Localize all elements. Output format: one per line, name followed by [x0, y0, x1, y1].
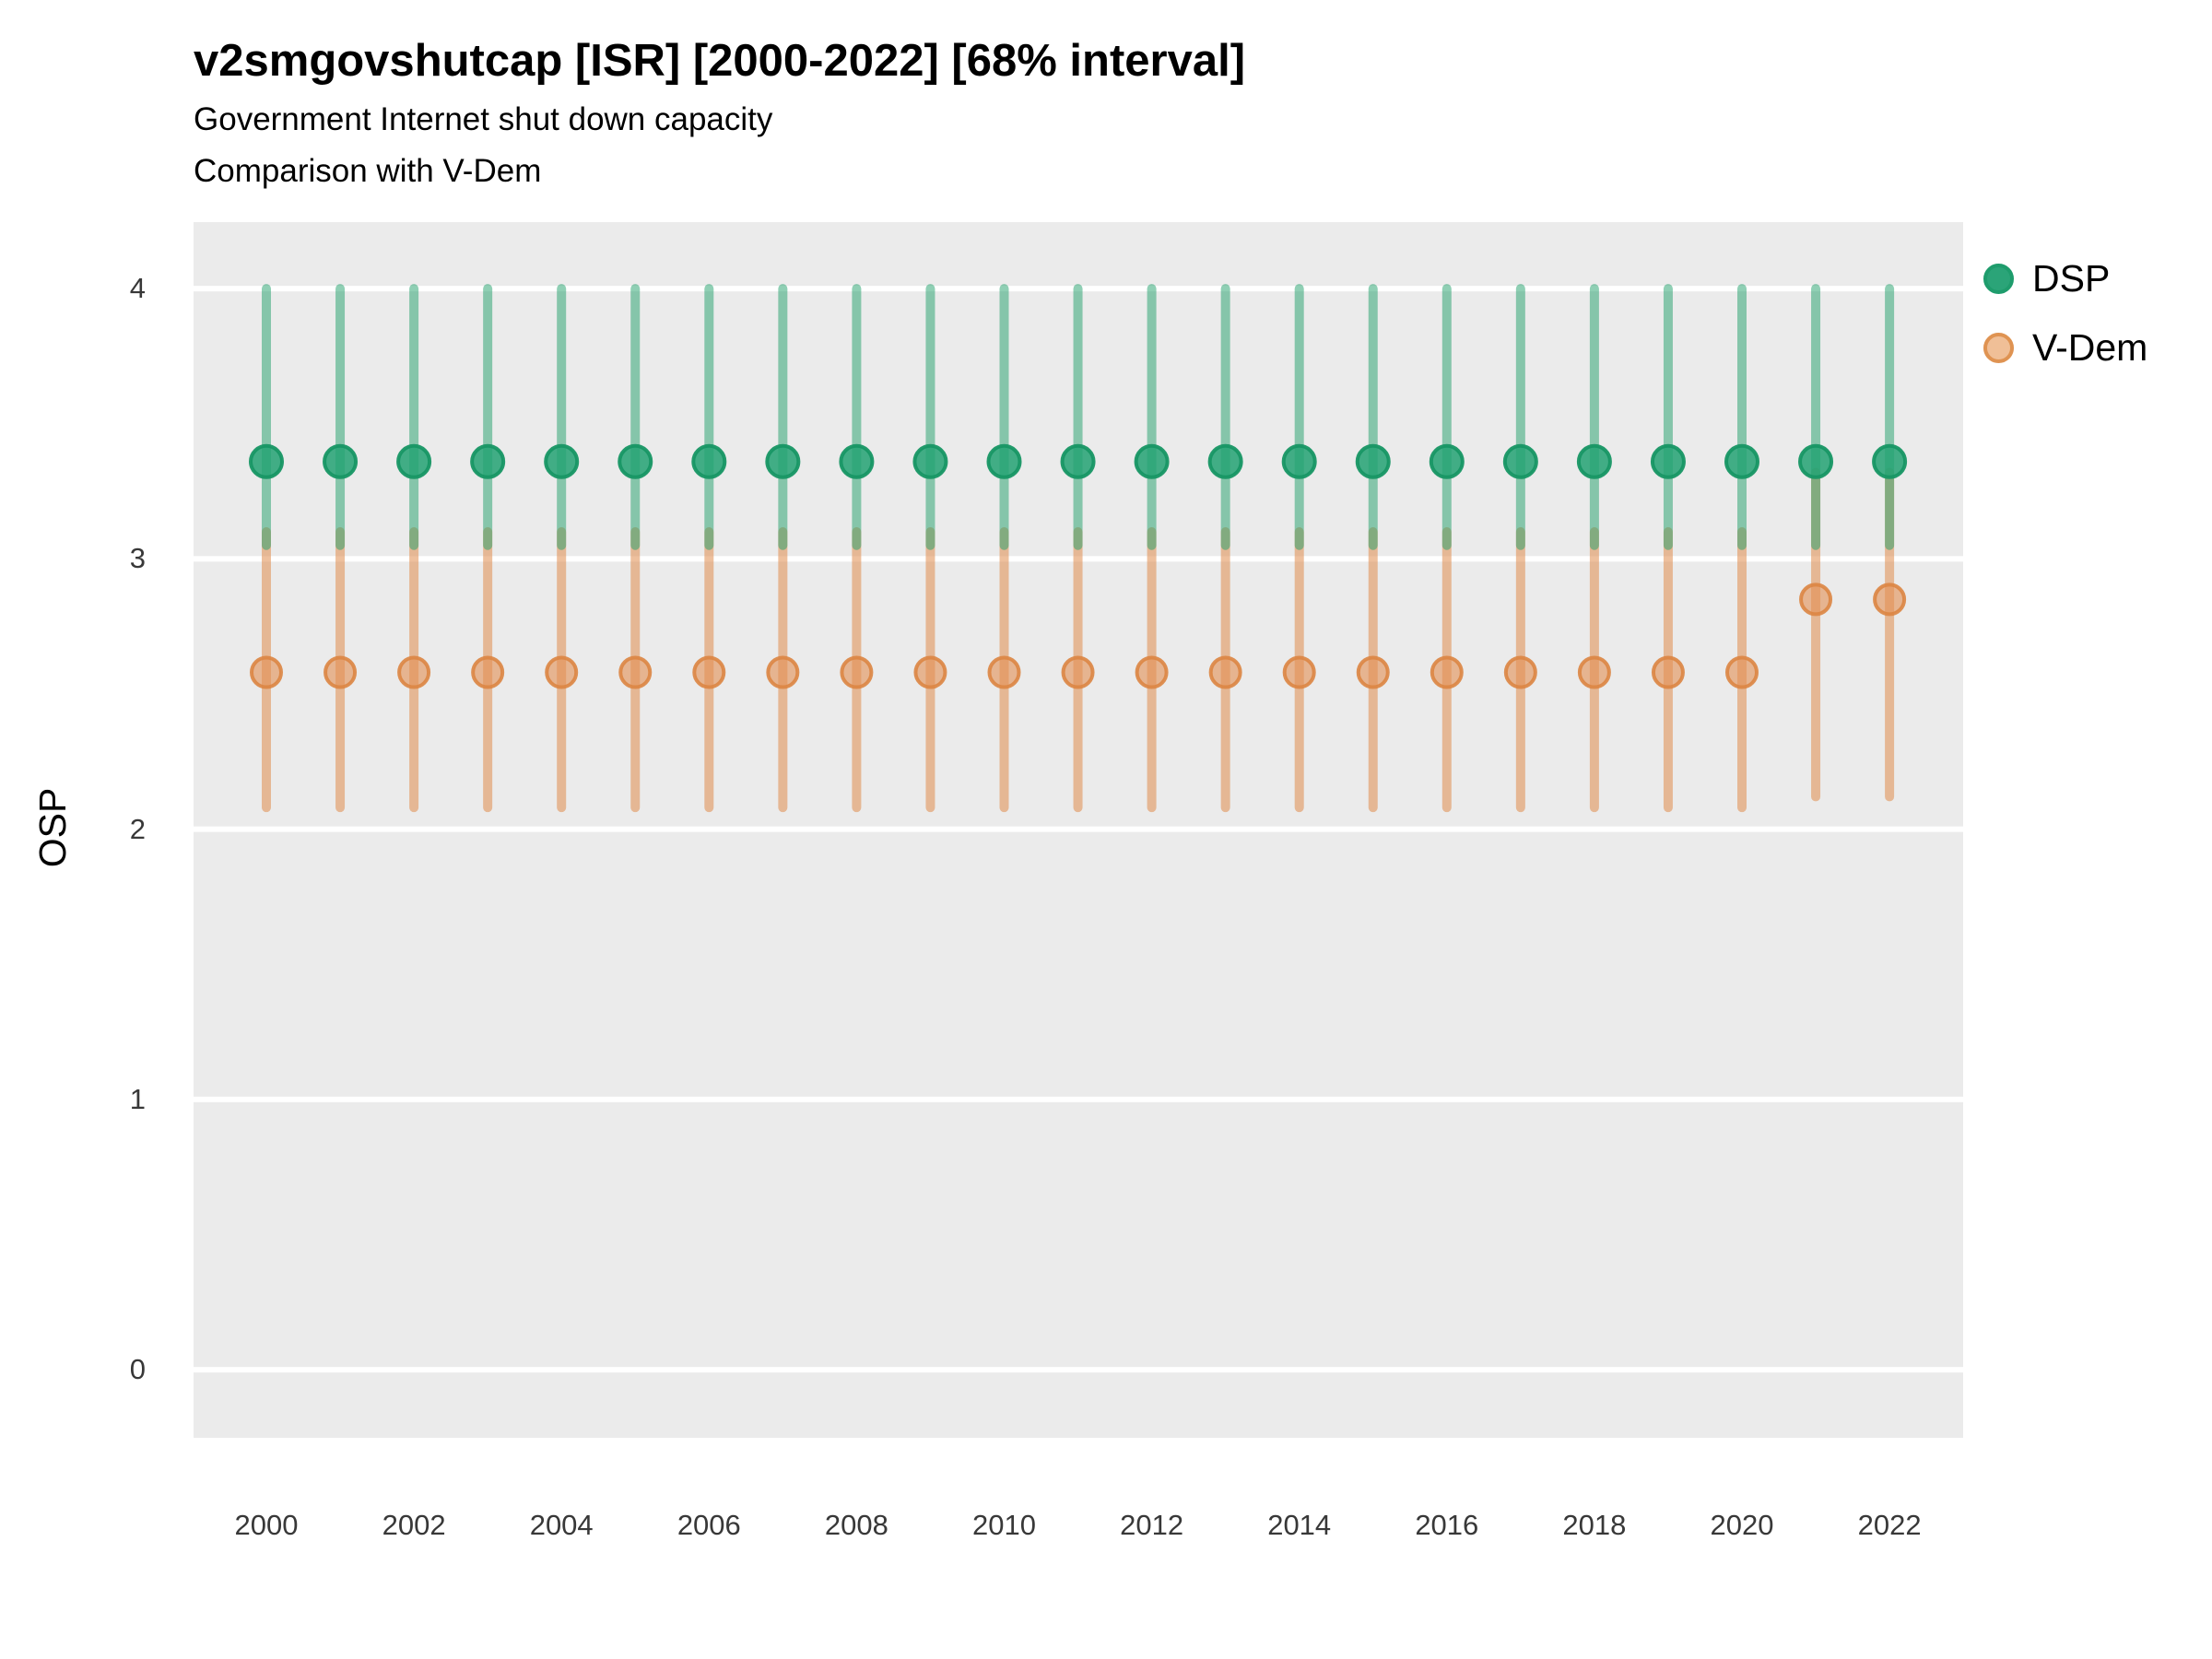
point-dsp-2003	[470, 443, 506, 479]
point-dsp-2015	[1355, 443, 1391, 479]
x-tick-label: 2012	[1120, 1509, 1184, 1541]
x-tick-label: 2014	[1267, 1509, 1332, 1541]
point-dsp-2010	[986, 443, 1022, 479]
x-tick-label: 2020	[1710, 1509, 1774, 1541]
legend: DSP V-Dem	[1983, 257, 2147, 370]
point-vdem-2014	[1282, 655, 1316, 689]
point-dsp-2017	[1502, 443, 1538, 479]
x-tick-label: 2010	[972, 1509, 1036, 1541]
x-tick-label: 2000	[234, 1509, 299, 1541]
chart-subtitle-2: Comparison with V-Dem	[194, 153, 542, 189]
point-vdem-2011	[1061, 655, 1095, 689]
point-vdem-2004	[545, 655, 579, 689]
point-dsp-2002	[396, 443, 432, 479]
point-vdem-2019	[1651, 655, 1685, 689]
y-tick-label: 1	[129, 1082, 146, 1115]
legend-item-dsp: DSP	[1983, 257, 2147, 300]
point-dsp-2006	[691, 443, 727, 479]
point-vdem-2015	[1356, 655, 1390, 689]
point-vdem-2010	[987, 655, 1021, 689]
legend-label: DSP	[2032, 257, 2111, 300]
chart-subtitle: Government Internet shut down capacity	[194, 101, 773, 137]
x-tick-label: 2022	[1857, 1509, 1922, 1541]
point-dsp-2016	[1429, 443, 1465, 479]
point-dsp-2022	[1872, 443, 1908, 479]
point-vdem-2022	[1873, 582, 1907, 617]
point-vdem-2001	[324, 655, 358, 689]
point-dsp-2013	[1207, 443, 1243, 479]
x-tick-label: 2002	[382, 1509, 446, 1541]
point-vdem-2007	[766, 655, 800, 689]
point-vdem-2017	[1503, 655, 1537, 689]
point-dsp-2009	[912, 443, 948, 479]
point-dsp-2021	[1798, 443, 1834, 479]
legend-swatch-icon	[1983, 333, 2014, 363]
point-dsp-2001	[323, 443, 359, 479]
x-tick-label: 2018	[1562, 1509, 1627, 1541]
point-dsp-2011	[1060, 443, 1096, 479]
point-dsp-2005	[618, 443, 653, 479]
point-vdem-2018	[1577, 655, 1611, 689]
point-vdem-2012	[1135, 655, 1169, 689]
legend-swatch-icon	[1983, 264, 2014, 294]
legend-item-v-dem: V-Dem	[1983, 326, 2147, 370]
plot-panel	[194, 222, 1963, 1438]
point-dsp-2000	[249, 443, 284, 479]
x-tick-label: 2006	[677, 1509, 741, 1541]
point-dsp-2020	[1724, 443, 1759, 479]
point-dsp-2004	[544, 443, 580, 479]
y-tick-label: 4	[129, 272, 146, 305]
point-dsp-2014	[1281, 443, 1317, 479]
point-vdem-2013	[1208, 655, 1242, 689]
x-tick-label: 2004	[529, 1509, 594, 1541]
y-tick-label: 3	[129, 542, 146, 575]
x-tick-label: 2008	[824, 1509, 888, 1541]
legend-label: V-Dem	[2032, 326, 2148, 369]
point-dsp-2008	[839, 443, 875, 479]
point-dsp-2007	[765, 443, 801, 479]
x-tick-label: 2016	[1415, 1509, 1479, 1541]
point-dsp-2012	[1134, 443, 1170, 479]
y-tick-label: 0	[129, 1353, 146, 1386]
point-vdem-2021	[1799, 582, 1833, 617]
point-vdem-2009	[913, 655, 947, 689]
point-dsp-2019	[1650, 443, 1686, 479]
chart-title: v2smgovshutcap [ISR] [2000-2022] [68% in…	[194, 36, 1246, 86]
point-vdem-2005	[618, 655, 653, 689]
point-vdem-2006	[692, 655, 726, 689]
point-vdem-2020	[1725, 655, 1759, 689]
point-vdem-2002	[397, 655, 431, 689]
point-vdem-2016	[1430, 655, 1464, 689]
point-vdem-2003	[471, 655, 505, 689]
point-vdem-2008	[840, 655, 874, 689]
point-dsp-2018	[1576, 443, 1612, 479]
plot-svg	[194, 284, 1963, 1373]
point-vdem-2000	[250, 655, 283, 689]
y-tick-label: 2	[129, 812, 146, 845]
